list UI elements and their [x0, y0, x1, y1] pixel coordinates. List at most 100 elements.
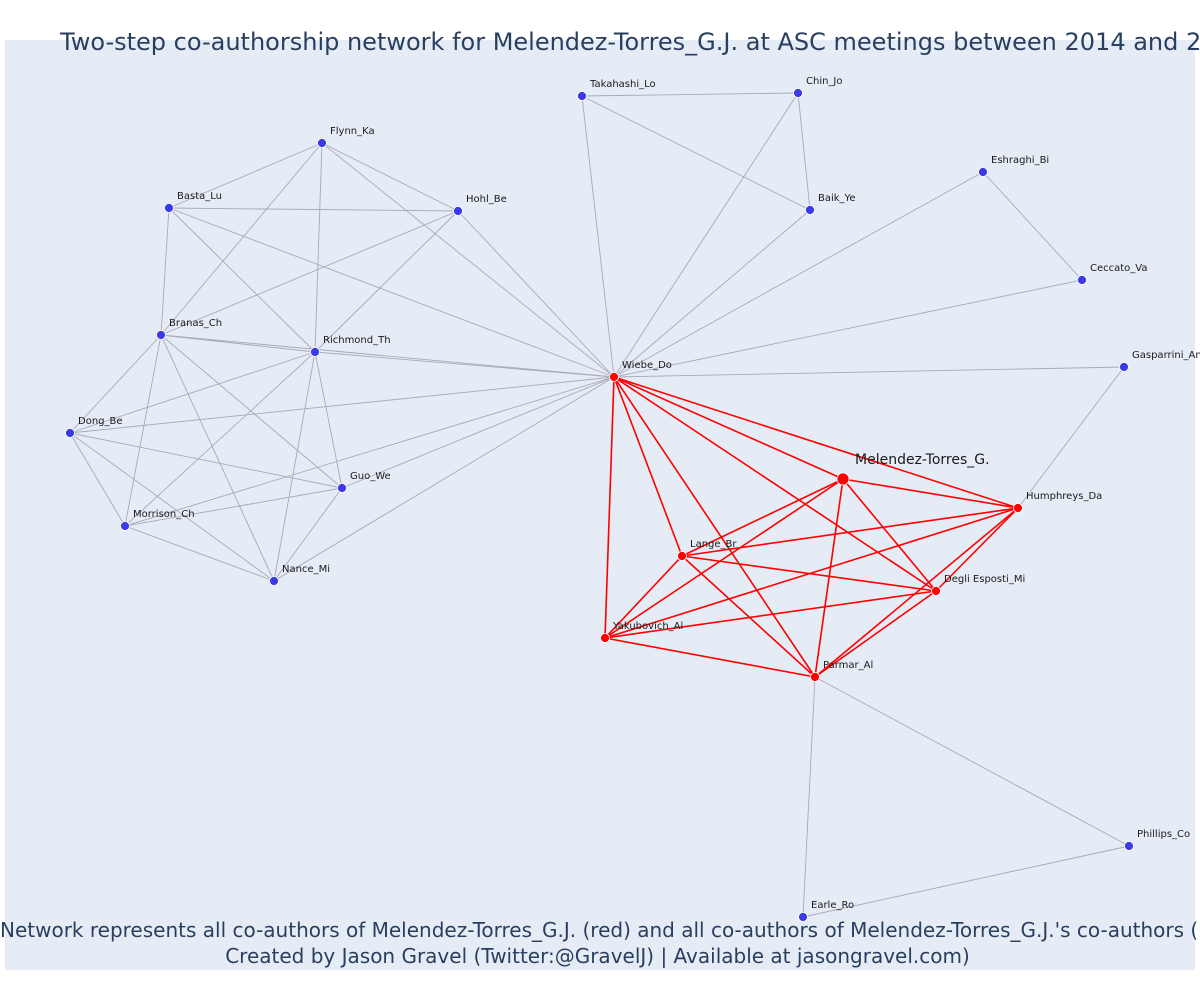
gray-edge-basta-lu-branas-ch: [160, 207, 170, 336]
gray-edge-dong-be-morrison-ch: [69, 432, 126, 527]
node-dong-be[interactable]: [65, 428, 75, 438]
caption-line-1: Network represents all co-authors of Mel…: [0, 918, 1200, 942]
node-label-earle-ro: Earle_Ro: [811, 900, 854, 911]
gray-edge-guo-we-morrison-ch: [124, 487, 343, 527]
gray-edge-branas-ch-guo-we: [160, 334, 343, 489]
gray-edge-richmond-th-wiebe-do: [314, 351, 615, 378]
red-edge-wiebe-do-yakubovich-al: [604, 376, 615, 639]
node-label-guo-we: Guo_We: [350, 471, 391, 482]
node-label-degli-esposti-mi: Degli Esposti_Mi: [944, 574, 1025, 585]
red-edge-yakubovich-al-parmar-al: [604, 637, 816, 678]
gray-edge-basta-lu-richmond-th: [168, 207, 316, 353]
red-edge-melendez-torres-g-parmar-al: [814, 478, 844, 678]
gray-edge-earle-ro-phillips-co: [802, 845, 1130, 918]
gray-edge-richmond-th-dong-be: [69, 351, 316, 434]
gray-edge-baik-ye-wiebe-do: [613, 209, 811, 378]
red-edge-wiebe-do-lange-br: [613, 376, 683, 557]
node-label-flynn-ka: Flynn_Ka: [330, 126, 375, 137]
caption-line-2: Created by Jason Gravel (Twitter:@Gravel…: [225, 944, 970, 968]
node-label-takahashi-lo: Takahashi_Lo: [589, 79, 656, 90]
node-label-lange-br: Lange_Br: [690, 539, 737, 550]
gray-edge-gasparrini-an-humphreys-da: [1017, 366, 1125, 509]
gray-edge-chin-jo-baik-ye: [797, 92, 811, 211]
node-label-eshraghi-bi: Eshraghi_Bi: [991, 155, 1049, 166]
gray-edge-morrison-ch-nance-mi: [124, 525, 275, 582]
red-edge-melendez-torres-g-wiebe-do: [613, 376, 844, 480]
gray-edge-dong-be-nance-mi: [69, 432, 275, 582]
node-morrison-ch[interactable]: [120, 521, 130, 531]
red-edge-melendez-torres-g-yakubovich-al: [604, 478, 844, 639]
node-humphreys-da[interactable]: [1013, 503, 1023, 513]
gray-edge-eshraghi-bi-wiebe-do: [613, 171, 984, 378]
node-takahashi-lo[interactable]: [577, 91, 587, 101]
node-label-chin-jo: Chin_Jo: [806, 76, 843, 87]
node-degli-esposti-mi[interactable]: [931, 586, 941, 596]
node-guo-we[interactable]: [337, 483, 347, 493]
gray-edge-chin-jo-wiebe-do: [613, 92, 799, 378]
node-chin-jo[interactable]: [793, 88, 803, 98]
gray-edge-ceccato-va-wiebe-do: [613, 279, 1083, 378]
node-label-morrison-ch: Morrison_Ch: [133, 509, 195, 520]
node-branas-ch[interactable]: [156, 330, 166, 340]
red-edge-melendez-torres-g-lange-br: [681, 478, 844, 557]
node-flynn-ka[interactable]: [317, 138, 327, 148]
node-nance-mi[interactable]: [269, 576, 279, 586]
red-edge-degli-esposti-mi-yakubovich-al: [604, 590, 937, 639]
node-label-gasparrini-an: Gasparrini_An: [1132, 350, 1200, 361]
node-label-humphreys-da: Humphreys_Da: [1026, 491, 1102, 502]
gray-edge-flynn-ka-basta-lu: [168, 142, 323, 209]
gray-edge-takahashi-lo-wiebe-do: [581, 95, 615, 378]
node-label-hohl-be: Hohl_Be: [466, 194, 507, 205]
gray-edge-flynn-ka-richmond-th: [314, 142, 323, 353]
node-label-wiebe-do: Wiebe_Do: [622, 360, 672, 371]
gray-edge-branas-ch-nance-mi: [160, 334, 275, 582]
node-basta-lu[interactable]: [164, 203, 174, 213]
node-label-phillips-co: Phillips_Co: [1137, 829, 1190, 840]
node-eshraghi-bi[interactable]: [978, 167, 988, 177]
red-edge-lange-br-degli-esposti-mi: [681, 555, 937, 592]
node-baik-ye[interactable]: [805, 205, 815, 215]
node-label-basta-lu: Basta_Lu: [177, 191, 222, 202]
chart-title: Two-step co-authorship network for Melen…: [60, 28, 1200, 56]
red-edge-lange-br-parmar-al: [681, 555, 816, 678]
red-edge-humphreys-da-lange-br: [681, 507, 1019, 557]
gray-edge-guo-we-nance-mi: [273, 487, 343, 582]
title-container: Two-step co-authorship network for Melen…: [0, 0, 1200, 70]
gray-edge-flynn-ka-hohl-be: [321, 142, 459, 212]
gray-edge-hohl-be-wiebe-do: [457, 210, 615, 378]
gray-edge-richmond-th-nance-mi: [273, 351, 316, 582]
gray-edge-parmar-al-earle-ro: [802, 676, 816, 918]
node-gasparrini-an[interactable]: [1119, 362, 1129, 372]
gray-edges: [69, 92, 1130, 918]
red-edge-melendez-torres-g-degli-esposti-mi: [842, 478, 937, 592]
gray-edge-basta-lu-hohl-be: [168, 207, 459, 212]
node-earle-ro[interactable]: [798, 912, 808, 922]
gray-edge-morrison-ch-wiebe-do: [124, 376, 615, 527]
node-wiebe-do[interactable]: [609, 372, 619, 382]
node-hohl-be[interactable]: [453, 206, 463, 216]
node-ceccato-va[interactable]: [1077, 275, 1087, 285]
gray-edge-parmar-al-phillips-co: [814, 676, 1130, 847]
node-melendez-torres-g[interactable]: [836, 472, 850, 486]
red-edge-wiebe-do-humphreys-da: [613, 376, 1019, 509]
red-edge-lange-br-yakubovich-al: [604, 555, 683, 639]
red-edge-degli-esposti-mi-parmar-al: [814, 590, 937, 678]
node-lange-br[interactable]: [677, 551, 687, 561]
gray-edge-hohl-be-richmond-th: [314, 210, 459, 353]
gray-edge-takahashi-lo-chin-jo: [581, 92, 799, 97]
node-yakubovich-al[interactable]: [600, 633, 610, 643]
red-edge-humphreys-da-degli-esposti-mi: [935, 507, 1019, 592]
node-label-parmar-al: Parmar_Al: [823, 660, 873, 671]
node-phillips-co[interactable]: [1124, 841, 1134, 851]
node-label-richmond-th: Richmond_Th: [323, 335, 391, 346]
nodes: [65, 88, 1134, 922]
node-label-branas-ch: Branas_Ch: [169, 318, 222, 329]
node-richmond-th[interactable]: [310, 347, 320, 357]
gray-edge-richmond-th-morrison-ch: [124, 351, 316, 527]
gray-edge-basta-lu-wiebe-do: [168, 207, 615, 378]
node-parmar-al[interactable]: [810, 672, 820, 682]
gray-edge-eshraghi-bi-ceccato-va: [982, 171, 1083, 281]
red-edge-melendez-torres-g-humphreys-da: [842, 478, 1019, 509]
red-edge-wiebe-do-parmar-al: [613, 376, 816, 678]
gray-edge-dong-be-wiebe-do: [69, 376, 615, 434]
